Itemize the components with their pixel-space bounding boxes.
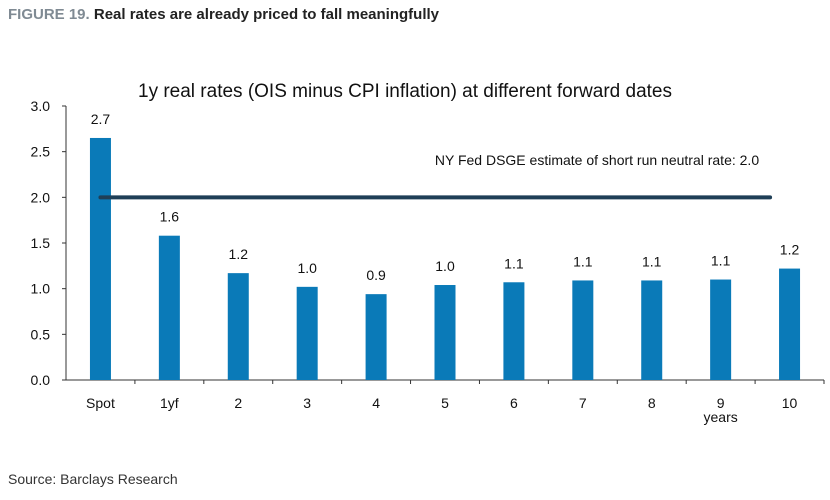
x-tick-label: 7 — [579, 395, 587, 411]
bar — [158, 235, 180, 380]
x-tick-label: 4 — [372, 395, 380, 411]
bar — [572, 280, 594, 380]
data-label: 2.7 — [91, 111, 111, 127]
figure-title: Real rates are already priced to fall me… — [93, 6, 439, 23]
data-label: 1.2 — [780, 242, 800, 258]
bar — [710, 279, 732, 380]
bar — [641, 280, 663, 380]
data-label: 1.1 — [504, 255, 524, 271]
x-tick-label: 1yf — [160, 395, 179, 411]
x-tick-label: 8 — [648, 395, 656, 411]
data-label: 1.1 — [573, 253, 593, 269]
chart-title: 1y real rates (OIS minus CPI inflation) … — [138, 81, 672, 102]
y-tick-label: 0.5 — [31, 326, 51, 342]
data-label: 1.6 — [160, 209, 180, 225]
y-tick-label: 1.0 — [31, 281, 51, 297]
source-note: Source: Barclays Research — [8, 471, 178, 487]
x-tick-label: Spot — [86, 395, 115, 411]
data-label: 1.1 — [642, 253, 662, 269]
figure-label: FIGURE 19. — [8, 6, 90, 23]
bar — [89, 137, 111, 380]
data-label: 1.2 — [229, 246, 249, 262]
bar-chart: 1y real rates (OIS minus CPI inflation) … — [31, 81, 825, 425]
figure-heading: FIGURE 19. Real rates are already priced… — [8, 6, 439, 23]
data-label: 0.9 — [366, 267, 386, 283]
x-tick-label: 2 — [234, 395, 242, 411]
bar — [503, 282, 525, 380]
x-tick-label: 9 — [717, 395, 725, 411]
bar — [779, 268, 801, 380]
data-label: 1.0 — [297, 260, 317, 276]
x-tick-label: 3 — [303, 395, 311, 411]
x-tick-label: 10 — [782, 395, 798, 411]
y-tick-label: 3.0 — [31, 98, 51, 114]
data-label: 1.0 — [435, 258, 455, 274]
y-tick-label: 2.0 — [31, 189, 51, 205]
bar — [227, 273, 249, 380]
y-tick-label: 0.0 — [31, 372, 51, 388]
x-unit-label: years — [704, 409, 738, 425]
x-tick-label: 5 — [441, 395, 449, 411]
bar — [434, 285, 456, 380]
data-label: 1.1 — [711, 253, 731, 269]
bar — [365, 294, 387, 380]
x-tick-label: 6 — [510, 395, 518, 411]
bar — [296, 286, 318, 380]
neutral-rate-annotation: NY Fed DSGE estimate of short run neutra… — [435, 152, 759, 168]
y-tick-label: 1.5 — [31, 235, 51, 251]
y-tick-label: 2.5 — [31, 144, 51, 160]
